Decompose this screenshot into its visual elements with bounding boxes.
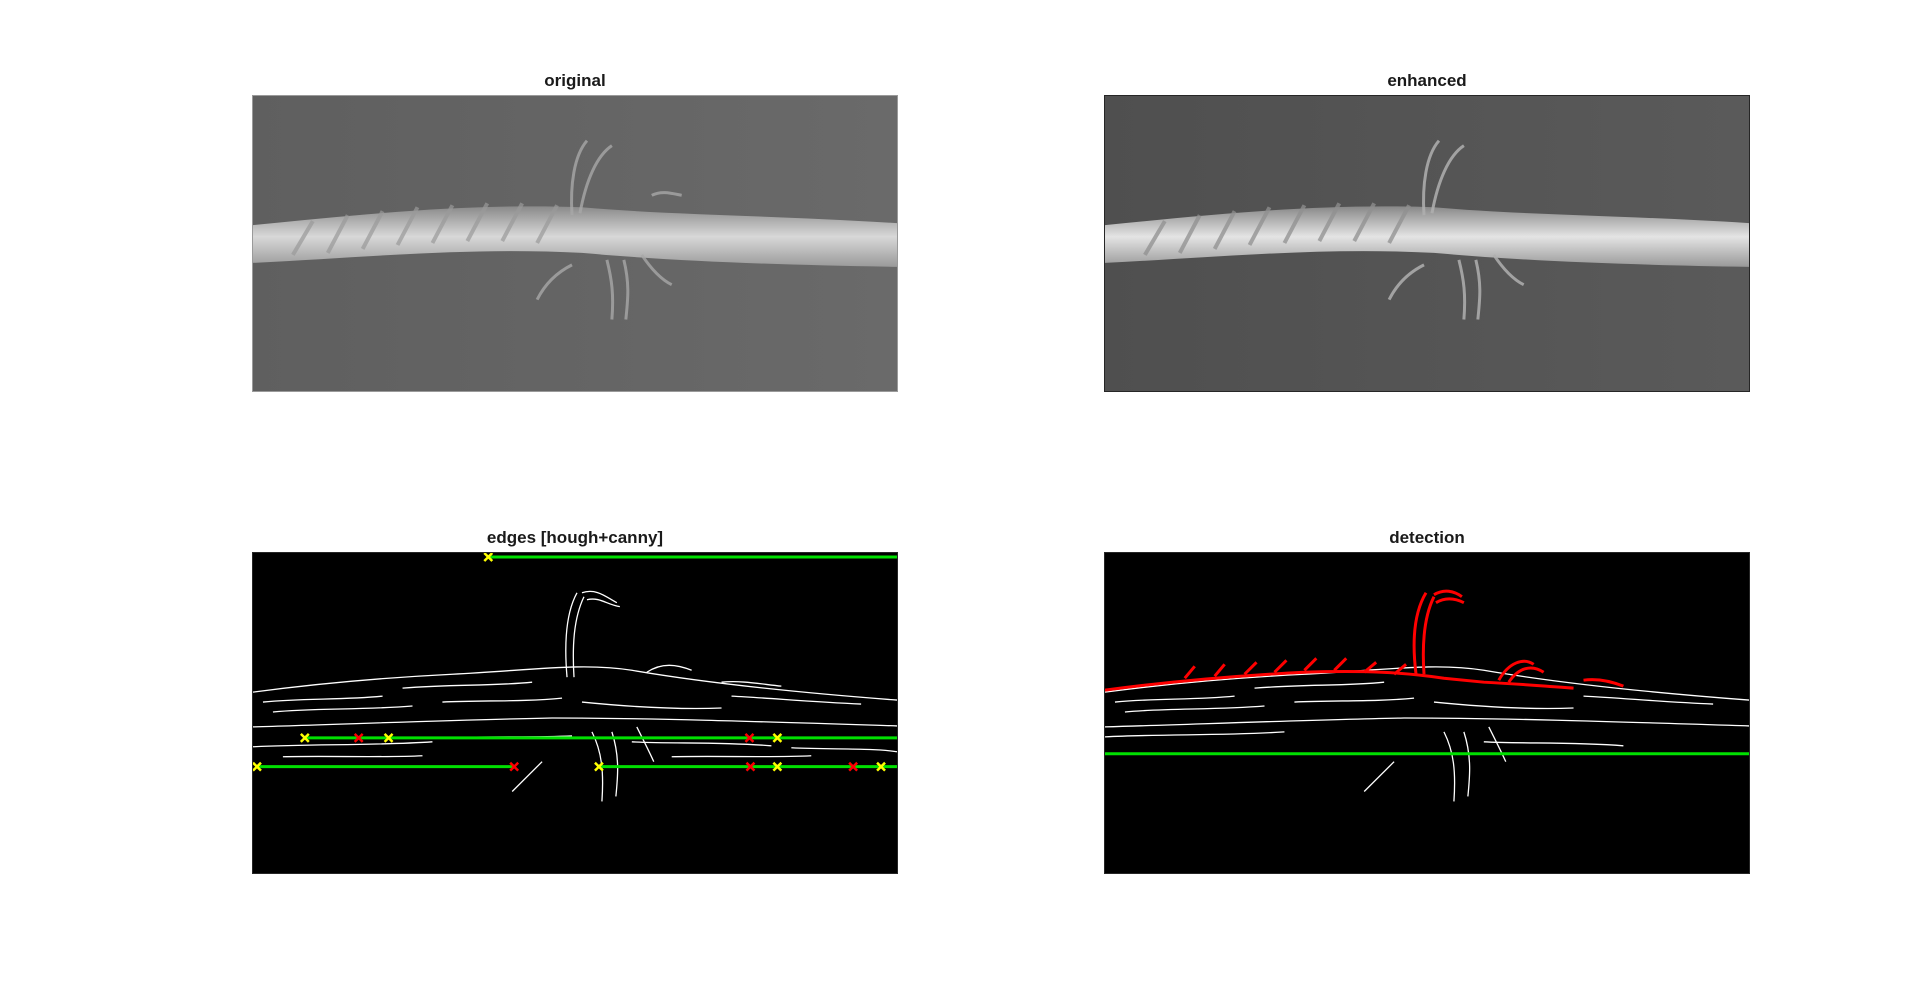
title-original: original <box>544 71 606 90</box>
title-detection: detection <box>1389 528 1465 547</box>
edges-image <box>252 552 898 874</box>
original-image <box>252 95 898 392</box>
detection-image <box>1104 552 1750 874</box>
title-enhanced: enhanced <box>1387 71 1467 90</box>
title-edges: edges [hough+canny] <box>486 528 664 547</box>
enhanced-image <box>1104 95 1750 392</box>
